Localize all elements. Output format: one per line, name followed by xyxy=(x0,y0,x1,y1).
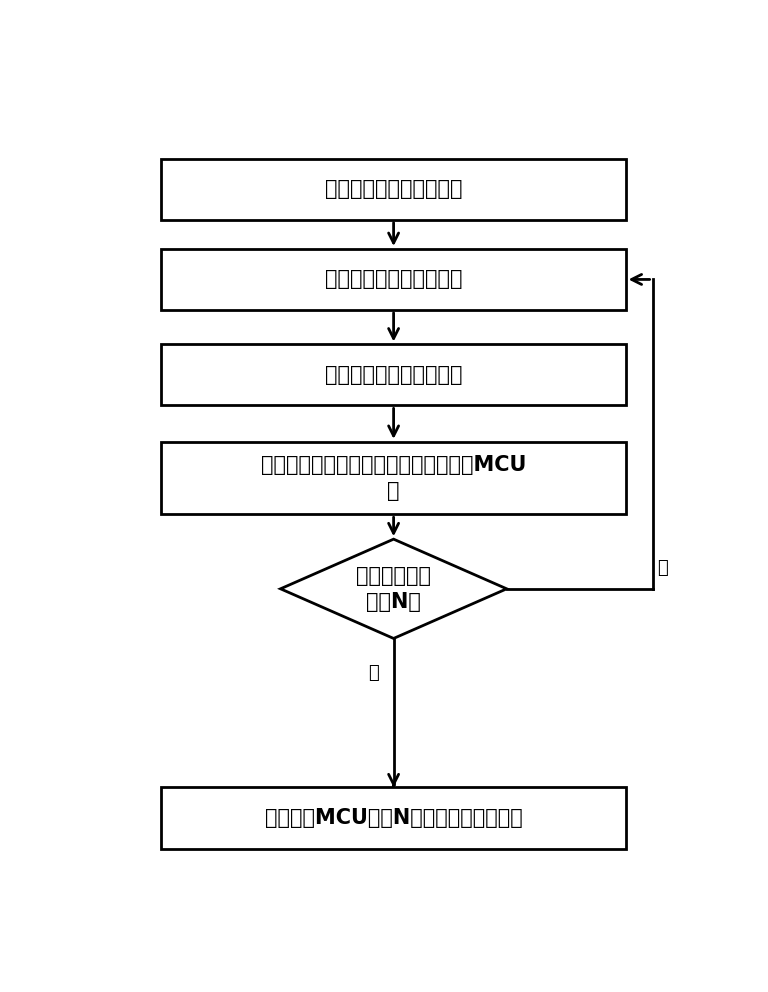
Bar xyxy=(161,788,626,848)
Text: 感应线逐列发出感应信号: 感应线逐列发出感应信号 xyxy=(325,365,462,385)
Bar xyxy=(161,249,626,310)
Text: 否: 否 xyxy=(657,559,668,577)
Text: 电容数字转换器启动扫描: 电容数字转换器启动扫描 xyxy=(325,180,462,199)
Bar xyxy=(161,441,626,514)
Text: 驱动线逐列发出驱动信号: 驱动线逐列发出驱动信号 xyxy=(325,270,462,290)
Text: 将接收到的驱动信号和感应信号存储于MCU
中: 将接收到的驱动信号和感应信号存储于MCU 中 xyxy=(261,455,526,501)
Text: 扫描次数是否
超过N次: 扫描次数是否 超过N次 xyxy=(356,565,431,612)
Bar xyxy=(161,159,626,220)
Text: 是: 是 xyxy=(368,664,379,682)
Bar xyxy=(161,344,626,406)
Polygon shape xyxy=(280,540,507,639)
Text: 将存储于MCU中的N组数据进行均值处理: 将存储于MCU中的N组数据进行均值处理 xyxy=(265,807,522,828)
